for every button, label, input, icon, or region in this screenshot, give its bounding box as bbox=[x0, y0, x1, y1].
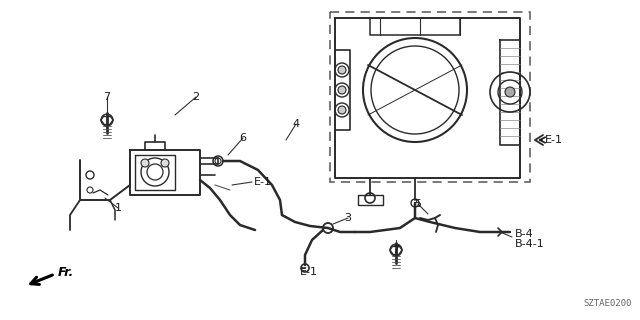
Circle shape bbox=[338, 66, 346, 74]
Text: 2: 2 bbox=[193, 92, 200, 102]
Text: 3: 3 bbox=[344, 213, 351, 223]
Circle shape bbox=[338, 86, 346, 94]
Text: B-4: B-4 bbox=[515, 229, 534, 239]
Circle shape bbox=[161, 159, 169, 167]
Text: E-1: E-1 bbox=[545, 135, 563, 145]
Circle shape bbox=[505, 87, 515, 97]
Text: 6: 6 bbox=[239, 133, 246, 143]
Text: 4: 4 bbox=[292, 119, 300, 129]
Text: 1: 1 bbox=[115, 203, 122, 213]
Circle shape bbox=[141, 159, 149, 167]
Text: Fr.: Fr. bbox=[58, 266, 74, 278]
Text: SZTAE0200: SZTAE0200 bbox=[584, 299, 632, 308]
Bar bbox=[330, 12, 530, 182]
Text: B-4-1: B-4-1 bbox=[515, 239, 545, 249]
Text: 5: 5 bbox=[415, 199, 422, 209]
Circle shape bbox=[338, 106, 346, 114]
Text: E-1: E-1 bbox=[300, 267, 318, 277]
Text: E-1: E-1 bbox=[254, 177, 272, 187]
Text: 7: 7 bbox=[392, 245, 399, 255]
Text: 7: 7 bbox=[104, 92, 111, 102]
